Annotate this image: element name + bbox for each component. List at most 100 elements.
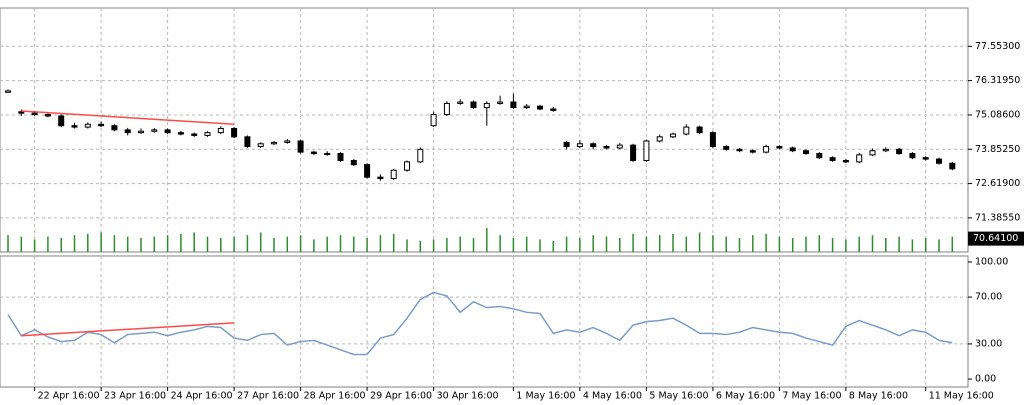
candle-body [191,133,198,136]
candle-body [656,136,663,142]
candle-body [616,144,623,149]
candle-body [138,130,144,134]
y-tick-label: 70.00 [975,292,1002,303]
candle-body [497,101,504,104]
candle-body [537,105,543,110]
y-tick-label: 30.00 [975,338,1002,349]
candle-body [816,153,823,159]
candle-body [563,141,570,148]
candle-body [417,148,424,163]
candle-body [337,153,344,161]
candle-body [71,125,78,128]
last-price-box [968,231,1024,246]
y-tick-label: 77.55300 [975,41,1020,52]
y-tick-label: 75.08600 [975,109,1020,120]
candle-body [842,159,849,163]
candle-body [869,150,876,156]
candle-body [603,146,610,149]
candle-body [31,112,38,116]
candle-body [164,129,171,134]
candle-body [776,146,783,149]
candle-body [244,136,251,148]
candle-body [723,146,730,150]
candle-body [443,102,450,116]
candle-body [736,148,743,152]
candle-body [470,101,477,109]
candle-body [483,102,490,109]
candle-body [297,140,304,153]
candle-body [683,126,690,135]
candle-body [949,162,956,170]
x-tick-label: 24 Apr 16:00 [171,391,233,402]
candle-body [271,141,277,145]
x-tick-label: 6 May 16:00 [716,391,775,402]
candle-body [576,143,583,148]
candle-body [18,111,25,114]
x-tick-label: 7 May 16:00 [782,391,841,402]
candle-body [882,148,889,152]
candle-body [377,176,384,180]
candle-body [58,115,65,127]
rsi-panel [0,255,969,388]
candle-body [111,125,118,131]
candle-body [803,150,809,155]
candle-body [430,114,437,127]
candle-body [749,150,756,153]
candle-body [510,101,517,109]
candle-body [124,129,131,134]
x-tick-label: 8 May 16:00 [849,391,908,402]
candle-body [44,114,51,117]
candle-body [98,123,105,127]
candle-body [856,154,863,163]
candle-body [257,143,264,148]
candle-body [909,153,916,159]
y-tick-label: 76.31950 [975,75,1020,86]
candle-body [324,153,331,156]
x-tick-label: 22 Apr 16:00 [38,391,100,402]
y-tick-label: 0.00 [975,374,996,385]
y-tick-label: 72.61900 [975,178,1020,189]
candle-body [204,132,211,136]
y-tick-label: 100.00 [975,256,1008,267]
last-price-label: 70.64100 [973,233,1018,244]
candle-body [523,105,530,109]
candle-body [84,123,91,128]
candle-body [670,133,676,138]
main-panel [0,7,969,253]
trendline [21,110,235,126]
candle-body [789,147,796,152]
y-tick-label: 73.85250 [975,144,1020,155]
rsi-line [7,291,953,356]
candle-body [151,129,158,132]
candle-body [284,140,291,143]
candle-body [350,159,357,166]
x-tick-label: 11 May 16:00 [929,391,994,402]
candle-body [5,90,11,93]
candle-body [550,108,557,111]
x-tick-label: 29 Apr 16:00 [370,391,432,402]
x-tick-label: 5 May 16:00 [649,391,708,402]
candle-body [936,158,942,164]
candle-body [896,148,903,155]
candle-body [404,161,410,171]
candle-body [364,164,371,178]
x-tick-label: 28 Apr 16:00 [304,391,366,402]
candle-body [829,157,836,161]
candle-body [177,132,184,135]
candle-body [709,132,716,148]
candle-body [390,169,397,180]
candle-body [696,126,703,134]
x-tick-label: 4 May 16:00 [583,391,642,402]
trendline [21,322,235,337]
candle-body [217,127,224,134]
x-tick-label: 27 Apr 16:00 [237,391,299,402]
candle-body [643,140,650,161]
candle-body [630,144,637,161]
candle-body [231,127,238,138]
candle-body [763,146,770,153]
candle-body [922,157,929,160]
candle-body [310,151,317,155]
candle-body [590,143,597,148]
x-tick-label: 30 Apr 16:00 [437,391,499,402]
